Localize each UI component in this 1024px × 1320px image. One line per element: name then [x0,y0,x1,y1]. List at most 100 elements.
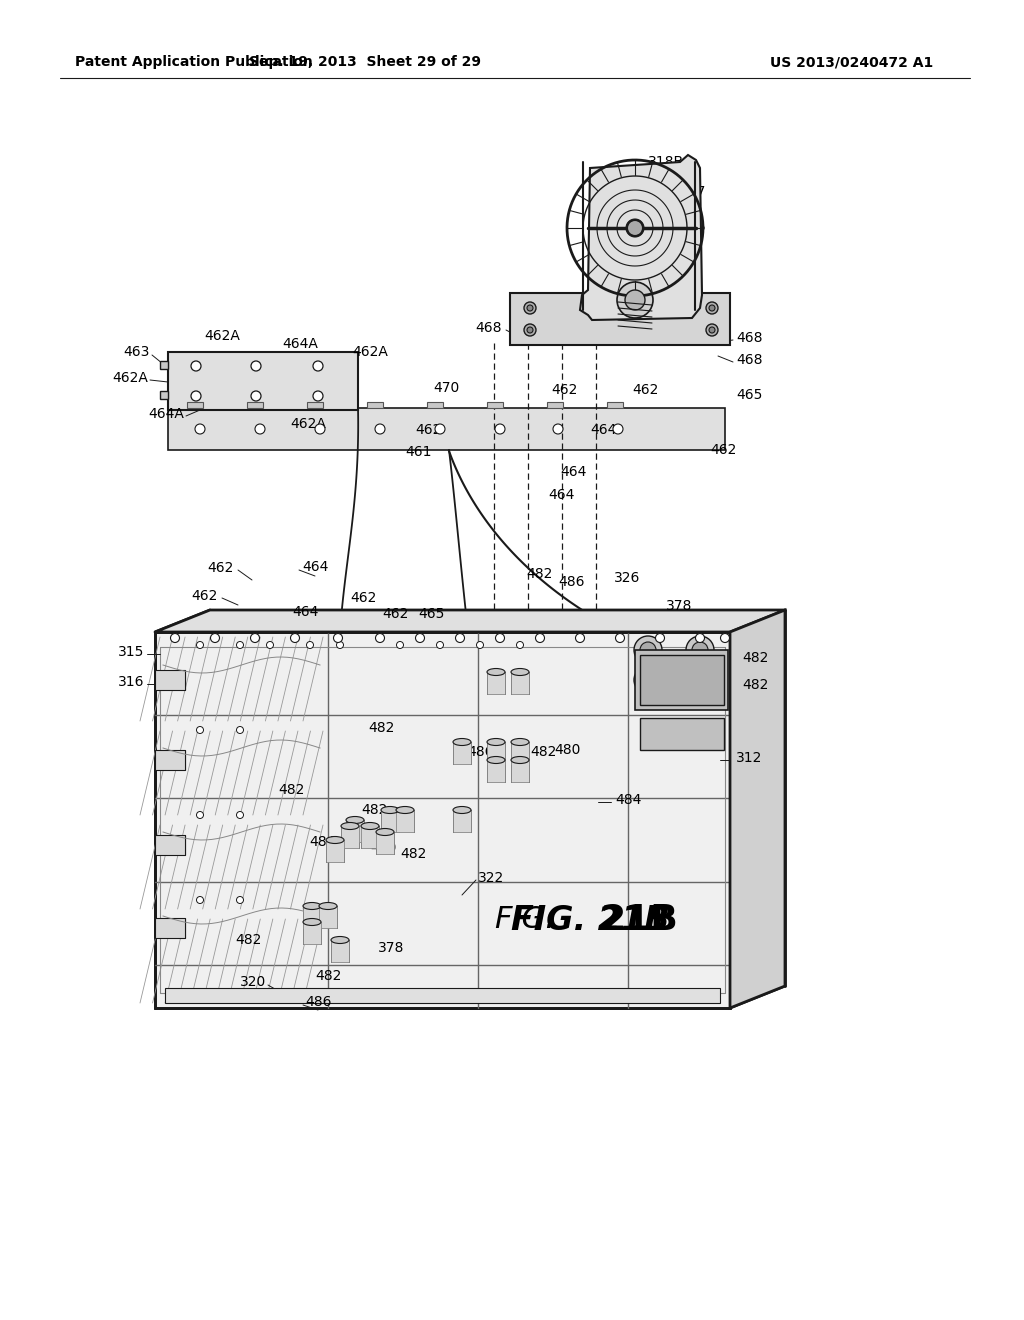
Circle shape [495,424,505,434]
Circle shape [334,634,342,643]
Circle shape [575,634,585,643]
Circle shape [435,424,445,434]
Polygon shape [307,403,323,408]
Polygon shape [155,750,185,770]
Circle shape [171,634,179,643]
Ellipse shape [453,807,471,813]
Circle shape [496,634,505,643]
Text: 482: 482 [526,568,552,581]
Ellipse shape [303,919,321,925]
Text: 482: 482 [315,969,341,983]
Text: 482: 482 [742,678,768,692]
Circle shape [516,642,523,648]
Polygon shape [361,826,379,847]
Ellipse shape [511,668,529,676]
Polygon shape [168,408,725,450]
Polygon shape [511,742,529,764]
Text: 486: 486 [558,576,585,589]
Text: 318B: 318B [648,154,684,169]
Text: 462A: 462A [290,417,326,432]
Text: 484: 484 [615,793,641,807]
Polygon shape [511,672,529,694]
Text: 316: 316 [118,675,144,689]
Circle shape [721,634,729,643]
Text: FIG. 21B: FIG. 21B [511,903,670,936]
Text: 463: 463 [124,345,150,359]
Polygon shape [155,632,730,1008]
Polygon shape [487,403,503,408]
Ellipse shape [303,903,321,909]
Circle shape [686,667,714,694]
Circle shape [615,634,625,643]
Circle shape [375,424,385,434]
Polygon shape [427,403,443,408]
Ellipse shape [326,837,344,843]
Text: 21B: 21B [600,903,678,937]
Text: Sep. 19, 2013  Sheet 29 of 29: Sep. 19, 2013 Sheet 29 of 29 [249,55,481,69]
Circle shape [706,302,718,314]
Text: 462: 462 [350,591,377,605]
Text: 312: 312 [736,751,763,766]
Text: 486: 486 [305,995,332,1008]
Polygon shape [319,906,337,928]
Text: 468: 468 [475,321,502,335]
Polygon shape [487,672,505,694]
Circle shape [376,634,384,643]
Text: 468: 468 [736,331,763,345]
Circle shape [692,642,708,657]
Polygon shape [547,403,563,408]
Text: 317: 317 [680,185,707,199]
Polygon shape [607,403,623,408]
Text: 464: 464 [548,488,574,502]
Circle shape [251,634,259,643]
Ellipse shape [331,936,349,944]
Text: 465: 465 [736,388,763,403]
Text: 461: 461 [406,445,432,459]
Text: 462: 462 [208,561,234,576]
Text: 378: 378 [378,941,404,954]
Circle shape [640,642,656,657]
Ellipse shape [361,822,379,829]
Circle shape [524,323,536,337]
Circle shape [306,642,313,648]
Circle shape [197,726,204,734]
Polygon shape [510,293,730,345]
Circle shape [706,323,718,337]
Text: 462A: 462A [352,345,388,359]
Circle shape [315,424,325,434]
Text: 482: 482 [369,721,395,735]
Circle shape [613,424,623,434]
Text: 480: 480 [554,743,581,756]
Circle shape [191,360,201,371]
Text: 462: 462 [552,383,578,397]
Polygon shape [730,610,785,1008]
Ellipse shape [487,738,505,746]
Ellipse shape [346,817,364,824]
Circle shape [237,726,244,734]
Circle shape [313,360,323,371]
Text: 465: 465 [418,607,444,620]
Polygon shape [580,154,702,319]
Circle shape [686,636,714,664]
Text: 486: 486 [468,744,494,759]
Circle shape [251,391,261,401]
Polygon shape [155,671,185,690]
Polygon shape [155,836,185,855]
Text: 464: 464 [292,605,318,619]
Circle shape [197,642,204,648]
Circle shape [456,634,465,643]
Circle shape [692,672,708,688]
Circle shape [709,327,715,333]
Text: 464A: 464A [282,337,317,351]
Polygon shape [487,760,505,781]
Text: 482: 482 [361,803,388,817]
Polygon shape [381,810,399,832]
Text: 464: 464 [302,560,329,574]
Text: 462: 462 [191,589,218,603]
Polygon shape [367,403,383,408]
Polygon shape [247,403,263,408]
Circle shape [553,424,563,434]
Polygon shape [165,987,720,1003]
Text: 464: 464 [590,422,616,437]
Circle shape [191,391,201,401]
